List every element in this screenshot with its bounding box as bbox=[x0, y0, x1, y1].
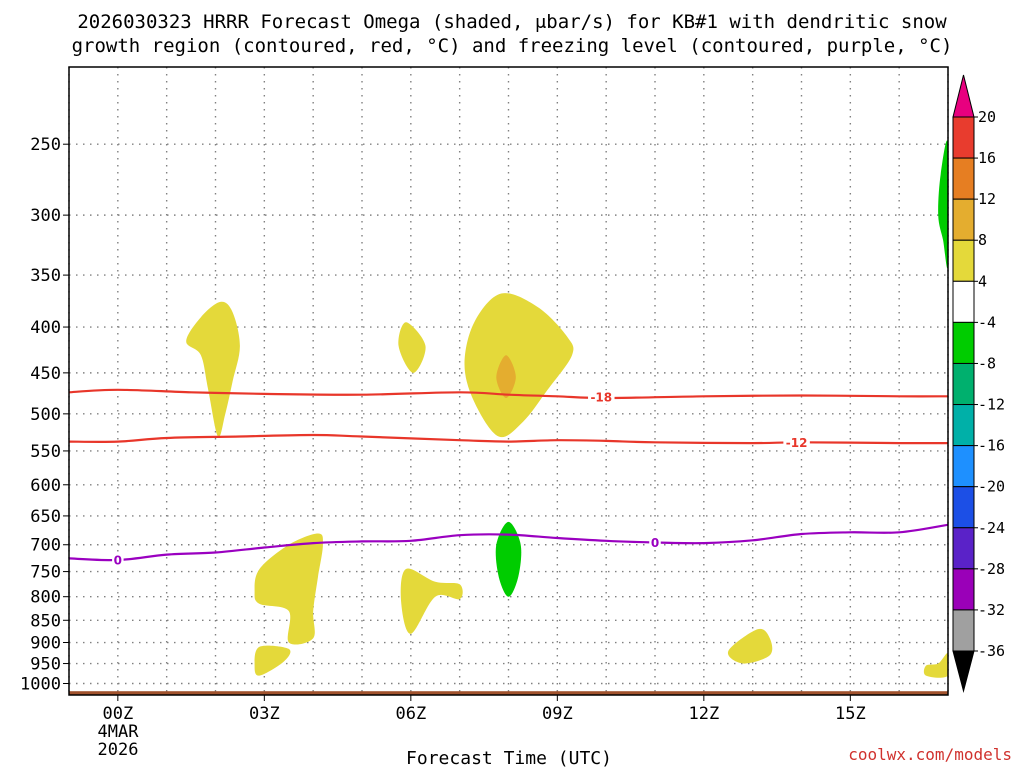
colorbar-label: -20 bbox=[978, 478, 1005, 496]
omega-4to8-h bbox=[923, 652, 948, 678]
omega-4to8-d bbox=[254, 533, 323, 645]
contour-label: 0 bbox=[651, 536, 659, 550]
chart-title-line-1: 2026030323 HRRR Forecast Omega (shaded, … bbox=[77, 11, 947, 33]
y-tick-label: 350 bbox=[30, 266, 61, 286]
omega-shading bbox=[186, 140, 948, 678]
colorbar-bin bbox=[952, 609, 975, 652]
y-tick-label: 400 bbox=[30, 318, 61, 338]
colorbar-bin bbox=[952, 198, 975, 241]
colorbar-bin bbox=[952, 321, 975, 364]
colorbar-bottom-arrow bbox=[952, 650, 975, 693]
y-tick-label: 450 bbox=[30, 364, 61, 384]
ground-fill bbox=[69, 691, 948, 695]
colorbar-label: -32 bbox=[978, 601, 1005, 619]
y-tick-label: 250 bbox=[30, 135, 61, 155]
contour-labels: -18 -12 0 0 bbox=[112, 390, 810, 568]
y-tick-label: 900 bbox=[30, 634, 61, 654]
colorbar-label: -28 bbox=[978, 560, 1005, 578]
y-tick-label: 550 bbox=[30, 442, 61, 462]
omega-8to12-a bbox=[496, 355, 516, 398]
contour-label: -12 bbox=[786, 436, 808, 450]
colorbar-label: 8 bbox=[978, 231, 987, 249]
contour-label-background bbox=[112, 553, 124, 568]
x-tick-label: 15Z bbox=[835, 704, 866, 724]
y-tick-label: 600 bbox=[30, 476, 61, 496]
date-label-year: 2026 bbox=[98, 740, 139, 760]
colorbar-label: 4 bbox=[978, 272, 987, 290]
y-tick-label: 300 bbox=[30, 206, 61, 226]
y-tick-label: 650 bbox=[30, 507, 61, 527]
colorbar-bin bbox=[952, 404, 975, 447]
contour-label-background bbox=[783, 435, 810, 450]
x-tick-label: 00Z bbox=[102, 704, 133, 724]
colorbar-bin bbox=[952, 362, 975, 406]
contour-label-background bbox=[588, 390, 615, 405]
contour-label: 0 bbox=[114, 554, 122, 568]
x-tick-label: 12Z bbox=[688, 704, 719, 724]
colorbar-bin bbox=[952, 280, 975, 323]
colorbar-label: -24 bbox=[978, 519, 1005, 537]
contour-label: -18 bbox=[590, 391, 612, 405]
contour-freezing-level bbox=[69, 523, 948, 562]
ground-band bbox=[69, 691, 948, 695]
colorbar-label: -36 bbox=[978, 642, 1005, 660]
colorbar-bin bbox=[952, 116, 975, 159]
y-tick-label: 950 bbox=[30, 655, 61, 675]
omega-4to8-e bbox=[400, 568, 463, 634]
contour-label-background bbox=[649, 535, 661, 550]
colorbar-label: 20 bbox=[978, 108, 996, 126]
x-tick-label: 06Z bbox=[395, 704, 426, 724]
colorbar-label: -16 bbox=[978, 437, 1005, 455]
omega-4to8-b bbox=[398, 322, 426, 373]
colorbar-label: -4 bbox=[978, 313, 996, 331]
colorbar-label: -8 bbox=[978, 354, 996, 372]
date-label-day: 4MAR bbox=[98, 722, 140, 742]
colorbar-bin bbox=[952, 157, 975, 200]
omega-4to8-a bbox=[186, 301, 240, 438]
credit-text: coolwx.com/models bbox=[848, 745, 1012, 764]
chart-title-line-2: growth region (contoured, red, °C) and f… bbox=[72, 35, 953, 57]
y-tick-label: 700 bbox=[30, 536, 61, 556]
colorbar-label: 12 bbox=[978, 190, 996, 208]
y-axis-ticks: 250 300 350 400 450 500 550 600 650 700 750 800 850 9… bbox=[20, 135, 69, 695]
omega-4to8-c bbox=[464, 293, 574, 438]
colorbar-top-arrow bbox=[952, 74, 975, 118]
colorbar: 20 16 12 8 4 -4 -8 -12 -16 -20 -24 -28 -32 -36 bbox=[952, 74, 1005, 693]
y-tick-label: 750 bbox=[30, 563, 61, 583]
y-tick-label: 800 bbox=[30, 588, 61, 608]
x-axis-ticks: 00Z 03Z 06Z 09Z 12Z 15Z bbox=[102, 695, 866, 724]
colorbar-bin bbox=[952, 486, 975, 529]
colorbar-bin bbox=[952, 527, 975, 570]
x-tick-label: 03Z bbox=[249, 704, 280, 724]
y-tick-label: 850 bbox=[30, 611, 61, 631]
y-tick-label: 500 bbox=[30, 405, 61, 425]
colorbar-bin bbox=[952, 239, 975, 282]
omega-minus4-minus8-b bbox=[938, 140, 948, 269]
contour-dgz-minus-18 bbox=[69, 388, 948, 400]
omega-4to8-f bbox=[254, 645, 291, 676]
colorbar-label: -12 bbox=[978, 396, 1005, 414]
x-axis-label: Forecast Time (UTC) bbox=[406, 748, 612, 768]
plot-frame bbox=[68, 66, 949, 696]
omega-4to8-g bbox=[727, 628, 773, 664]
colorbar-label: 16 bbox=[978, 149, 996, 167]
x-tick-label: 09Z bbox=[542, 704, 573, 724]
y-tick-label: 1000 bbox=[20, 675, 61, 695]
colorbar-bin bbox=[952, 445, 975, 488]
omega-minus4-minus8-a bbox=[495, 521, 522, 597]
colorbar-bin bbox=[952, 568, 975, 611]
